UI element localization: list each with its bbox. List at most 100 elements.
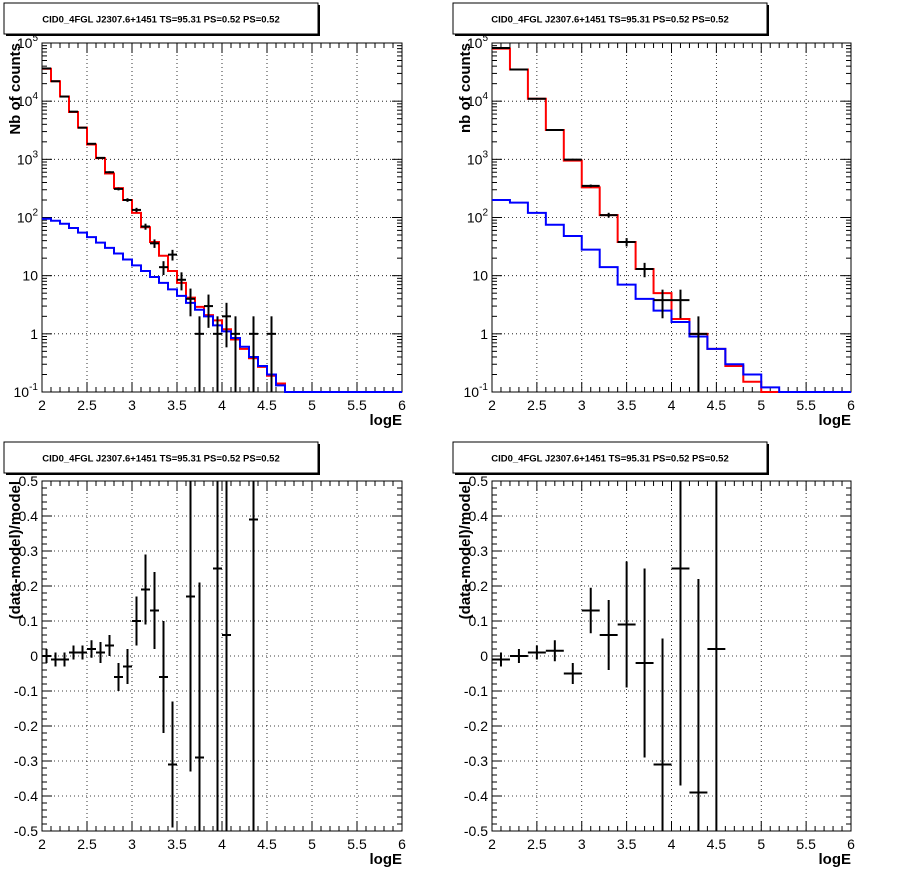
y-tick-label: 105 <box>17 33 39 51</box>
panel-title: CID0_4FGL J2307.6+1451 TS=95.31 PS=0.52 … <box>491 454 729 465</box>
x-tick-label: 5 <box>757 836 765 852</box>
x-tick-label: 4.5 <box>257 397 277 413</box>
data-point <box>231 316 240 392</box>
residual-point <box>617 561 636 688</box>
residual-point <box>545 640 564 662</box>
y-tick-label: 0 <box>30 648 38 664</box>
x-axis-title: logE <box>819 412 852 429</box>
x-tick-label: 3.5 <box>167 397 187 413</box>
y-tick-label: 1 <box>480 326 488 342</box>
x-tick-label: 4.5 <box>257 836 277 852</box>
residual-point <box>114 663 123 691</box>
data-point <box>563 158 582 161</box>
y-tick-label: 0.4 <box>19 508 39 524</box>
tick-labels: 2 2.5 3 3.5 4 4.5 5 5.5 6 -0.5 -0.4 -0.3 -0.2 -0.1 0 0.… <box>14 473 406 852</box>
residual-point <box>78 645 87 660</box>
residual-point <box>222 481 231 831</box>
y-tick-label: 10 <box>22 268 38 284</box>
y-tick-label: 104 <box>17 91 39 109</box>
tick-labels: 2 2.5 3 3.5 4 4.5 5 5.5 6 10-1 1 10 102 103 104 105 <box>464 33 856 413</box>
residual-point <box>96 642 105 663</box>
y-tick-label: 10-1 <box>14 382 39 400</box>
x-tick-label: 5.5 <box>347 397 367 413</box>
y-tick-label: 0.2 <box>19 578 39 594</box>
y-tick-label: -0.2 <box>14 718 38 734</box>
data-point <box>599 212 618 218</box>
residual-point <box>213 481 222 831</box>
tick-labels: 2 2.5 3 3.5 4 4.5 5 5.5 6 -0.5 -0.4 -0.3 -0.2 -0.1 0 0.… <box>464 473 855 852</box>
data-point <box>105 171 114 174</box>
y-axis-title: (data-model)/model <box>457 481 474 619</box>
histogram-series-1 <box>42 67 294 393</box>
data-point <box>581 184 600 188</box>
histogram-series-2 <box>492 198 851 393</box>
x-tick-label: 5 <box>308 836 316 852</box>
panel-title: CID0_4FGL J2307.6+1451 TS=95.31 PS=0.52 … <box>42 454 280 465</box>
residual-point <box>51 652 60 667</box>
data-point <box>249 316 258 392</box>
x-tick-label: 2.5 <box>527 836 547 852</box>
y-tick-label: 0.2 <box>469 578 489 594</box>
residual-point <box>563 663 582 684</box>
plot-content <box>492 481 726 831</box>
x-tick-label: 3.5 <box>617 397 637 413</box>
y-tick-label: -0.5 <box>464 823 488 839</box>
x-tick-label: 4 <box>218 397 226 413</box>
x-tick-label: 4.5 <box>707 836 727 852</box>
residual-point <box>87 640 96 658</box>
data-point <box>653 289 672 319</box>
residual-point <box>150 572 159 649</box>
data-point <box>617 238 636 247</box>
axis-ticks <box>41 480 403 832</box>
residual-point <box>581 587 600 634</box>
panel-title: CID0_4FGL J2307.6+1451 TS=95.31 PS=0.52 … <box>491 15 729 26</box>
x-tick-label: 6 <box>398 397 406 413</box>
x-tick-label: 3.5 <box>617 836 637 852</box>
plot-content <box>492 47 851 393</box>
y-tick-label: 103 <box>17 149 39 167</box>
y-axis-title: (data-model)/model <box>7 481 24 619</box>
residual-point <box>168 701 177 828</box>
y-tick-label: 0.3 <box>469 543 489 559</box>
y-tick-label: -0.3 <box>464 753 488 769</box>
residual-point <box>599 600 618 670</box>
residual-point <box>69 645 78 660</box>
residual-point <box>635 568 654 758</box>
grid <box>42 481 402 831</box>
residual-point <box>653 638 672 831</box>
x-tick-label: 5.5 <box>347 836 367 852</box>
y-tick-label: 0.5 <box>469 473 489 489</box>
residual-point <box>492 652 510 667</box>
panel-2: CID0_4FGL J2307.6+1451 TS=95.31 PS=0.52 … <box>452 2 856 429</box>
data-point <box>96 156 105 159</box>
x-tick-label: 2 <box>38 836 46 852</box>
x-tick-label: 4.5 <box>707 397 727 413</box>
x-tick-label: 2 <box>488 397 496 413</box>
data-point <box>123 198 132 202</box>
data-point <box>545 128 564 131</box>
plot-content <box>42 481 258 831</box>
residual-point <box>707 481 726 831</box>
histogram-series-1 <box>492 47 780 393</box>
x-tick-label: 6 <box>398 836 406 852</box>
x-tick-label: 3.5 <box>167 836 187 852</box>
y-tick-label: 105 <box>467 33 489 51</box>
data-point <box>222 302 231 348</box>
y-tick-label: 102 <box>467 208 489 226</box>
data-point <box>635 262 654 278</box>
x-tick-label: 3 <box>578 836 586 852</box>
plot-content <box>42 67 402 393</box>
x-tick-label: 4 <box>668 397 676 413</box>
data-point <box>114 187 123 191</box>
data-point <box>78 126 87 129</box>
y-tick-label: 102 <box>17 208 39 226</box>
y-tick-label: 103 <box>467 149 489 167</box>
x-tick-label: 5 <box>757 397 765 413</box>
y-tick-label: -0.1 <box>464 683 488 699</box>
data-point <box>150 239 159 248</box>
x-tick-label: 5 <box>308 397 316 413</box>
title-box <box>452 2 768 35</box>
residual-point <box>141 554 150 625</box>
axis-ticks <box>41 42 403 393</box>
